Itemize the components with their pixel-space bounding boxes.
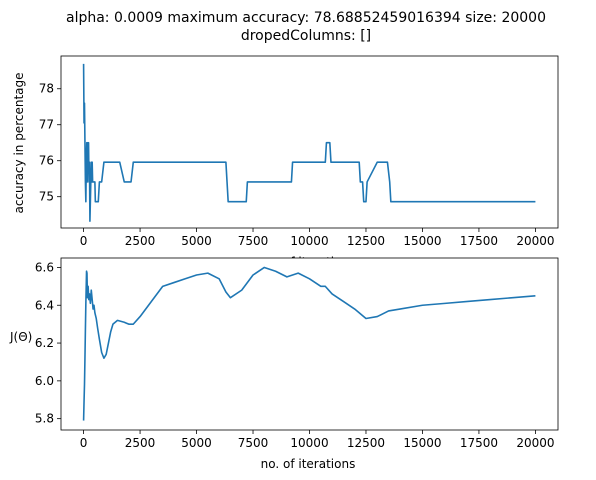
cost-plot-x-tick-label: 0 xyxy=(80,436,88,450)
accuracy-plot-series-line xyxy=(82,63,536,222)
cost-plot-x-tick-label: 2500 xyxy=(125,436,156,450)
accuracy-plot-background xyxy=(61,56,558,228)
accuracy-plot-x-tick-label: 5000 xyxy=(181,234,212,248)
accuracy-plot-y-tick-label: 75 xyxy=(39,190,54,204)
cost-plot-y-axis-label: J(Θ) xyxy=(9,330,32,344)
cost-plot-x-tick-label: 15000 xyxy=(403,436,441,450)
cost-plot-y-tick-label: 6.2 xyxy=(35,336,54,350)
cost-plot: 0 2500 5000 7500 10000 12500 15000 17500 20000 5.… xyxy=(35,257,559,450)
figure-title-line-2: dropedColumns: [] xyxy=(241,28,371,44)
accuracy-plot-y-tick-label: 78 xyxy=(39,82,54,96)
cost-plot-y-tick-label: 6.6 xyxy=(35,260,54,274)
accuracy-plot-x-tick-label: 0 xyxy=(80,234,88,248)
accuracy-plot-x-tick-label: 17500 xyxy=(460,234,498,248)
accuracy-plot-x-tick-label: 15000 xyxy=(403,234,441,248)
accuracy-plot: 0 2500 5000 7500 10000 12500 15000 17500 20000 75… xyxy=(39,55,559,248)
cost-plot-x-tick-label: 5000 xyxy=(181,436,212,450)
cost-plot-x-axis-label: no. of iterations xyxy=(261,457,356,471)
cost-plot-y-tick-label: 6.4 xyxy=(35,298,54,312)
cost-plot-x-tick-label: 20000 xyxy=(516,436,554,450)
cost-plot-background xyxy=(61,258,558,430)
cost-plot-y-tick-label: 6.0 xyxy=(35,374,54,388)
accuracy-plot-x-tick-label: 12500 xyxy=(347,234,385,248)
accuracy-plot-y-axis-label: accuracy in percentage xyxy=(12,72,26,213)
accuracy-plot-y-tick-label: 77 xyxy=(39,118,54,132)
cost-plot-y-tick-label: 5.8 xyxy=(35,412,54,426)
accuracy-plot-x-tick-label: 20000 xyxy=(516,234,554,248)
accuracy-plot-x-tick-label: 10000 xyxy=(290,234,328,248)
accuracy-plot-x-tick-label: 7500 xyxy=(238,234,269,248)
accuracy-plot-y-tick-label: 76 xyxy=(39,154,54,168)
cost-plot-series-line xyxy=(82,266,536,421)
accuracy-plot-x-tick-label: 2500 xyxy=(125,234,156,248)
cost-plot-x-tick-label: 7500 xyxy=(238,436,269,450)
cost-plot-x-tick-label: 10000 xyxy=(290,436,328,450)
cost-plot-x-tick-label: 17500 xyxy=(460,436,498,450)
figure-title-line-1: alpha: 0.0009 maximum accuracy: 78.68852… xyxy=(66,10,546,26)
cost-plot-x-tick-label: 12500 xyxy=(347,436,385,450)
